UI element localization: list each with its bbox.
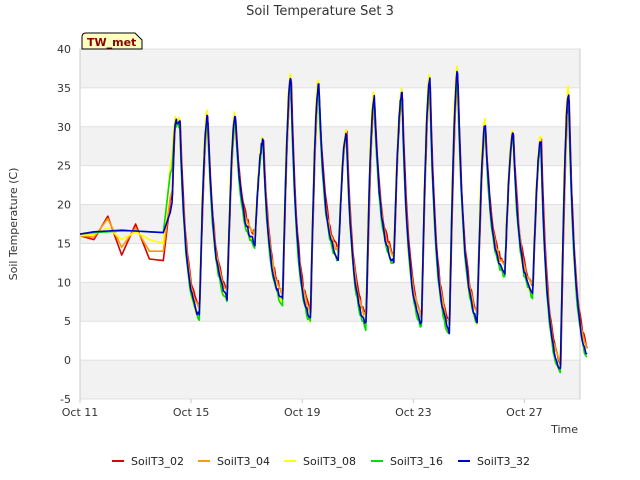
plot-background-bands — [80, 49, 580, 399]
x-tick-label: Oct 15 — [173, 406, 210, 419]
legend-item-SoilT3_02: SoilT3_02 — [112, 455, 184, 468]
legend-item-SoilT3_08: SoilT3_08 — [284, 455, 356, 468]
legend-item-SoilT3_32: SoilT3_32 — [458, 455, 530, 468]
y-tick-label: 10 — [57, 276, 71, 289]
y-tick-label: 35 — [57, 82, 71, 95]
legend-label: SoilT3_16 — [390, 455, 443, 468]
plot-band — [80, 282, 580, 322]
y-tick-label: 40 — [57, 43, 71, 56]
legend: SoilT3_02 SoilT3_04 SoilT3_08 SoilT3_16 Soil… — [112, 455, 530, 468]
x-tick-label: Oct 27 — [506, 406, 543, 419]
legend-label: SoilT3_04 — [217, 455, 270, 468]
x-axis-label: Time — [550, 423, 578, 436]
legend-label: SoilT3_02 — [131, 455, 184, 468]
y-tick-label: 5 — [64, 315, 71, 328]
y-tick-label: 30 — [57, 121, 71, 134]
plot-band — [80, 360, 580, 399]
chart-title: Soil Temperature Set 3 — [246, 4, 394, 19]
plot-band — [80, 126, 580, 166]
x-tick-label: Oct 11 — [62, 406, 99, 419]
legend-label: SoilT3_32 — [477, 455, 530, 468]
y-tick-labels: -5 0 5 10 15 20 25 30 35 40 — [57, 43, 71, 406]
y-axis-label: Soil Temperature (C) — [7, 168, 20, 281]
station-badge-label: TW_met — [87, 36, 136, 49]
y-gridlines — [80, 48, 580, 400]
y-tick-label: 15 — [57, 237, 71, 250]
series-lines — [79, 65, 589, 374]
x-tick-label: Oct 19 — [284, 406, 321, 419]
x-tick-label: Oct 23 — [395, 406, 432, 419]
y-tick-label: 0 — [64, 354, 71, 367]
y-tick-label: -5 — [60, 393, 71, 406]
legend-label: SoilT3_08 — [303, 455, 356, 468]
y-tick-label: 20 — [57, 199, 71, 212]
plot-band — [80, 49, 580, 88]
y-tick-label: 25 — [57, 160, 71, 173]
legend-item-SoilT3_16: SoilT3_16 — [371, 455, 443, 468]
station-badge: TW_met — [81, 32, 143, 50]
legend-item-SoilT3_04: SoilT3_04 — [198, 455, 270, 468]
x-tick-labels: Oct 11 Oct 15 Oct 19 Oct 23 Oct 27 — [62, 399, 543, 419]
series-line-SoilT3_32 — [79, 70, 588, 370]
